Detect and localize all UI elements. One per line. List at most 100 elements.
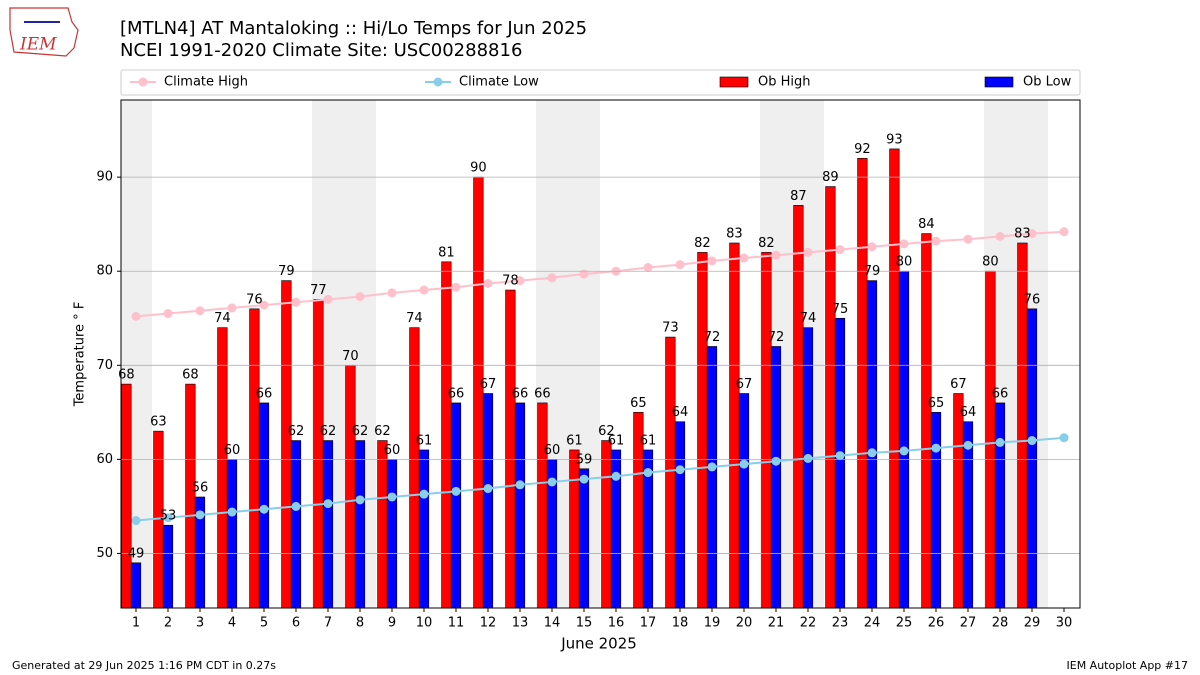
chart-subtitle: NCEI 1991-2020 Climate Site: USC00288816 bbox=[120, 40, 522, 61]
bar bbox=[226, 459, 238, 608]
line-marker bbox=[323, 294, 333, 304]
x-tick-label: 20 bbox=[736, 616, 753, 631]
line-marker bbox=[1027, 229, 1037, 239]
line-marker bbox=[899, 446, 909, 456]
line-marker bbox=[867, 448, 877, 458]
bar bbox=[322, 440, 334, 608]
x-tick-label: 15 bbox=[576, 616, 593, 631]
line-marker bbox=[1059, 433, 1069, 443]
bar bbox=[601, 440, 612, 608]
x-tick-label: 28 bbox=[992, 616, 1009, 631]
legend-label: Ob Low bbox=[1023, 75, 1072, 90]
data-label: 87 bbox=[790, 189, 807, 204]
data-label: 90 bbox=[470, 161, 487, 176]
bar bbox=[953, 393, 964, 608]
bar bbox=[121, 383, 132, 608]
bar bbox=[802, 327, 814, 608]
data-label: 60 bbox=[544, 443, 561, 458]
data-label: 83 bbox=[1014, 226, 1031, 241]
line-marker bbox=[675, 260, 685, 270]
line-marker bbox=[771, 250, 781, 260]
data-label: 61 bbox=[608, 433, 625, 448]
data-label: 62 bbox=[598, 424, 615, 439]
x-tick-label: 4 bbox=[228, 616, 236, 631]
line-marker bbox=[195, 510, 205, 520]
data-label: 70 bbox=[342, 349, 359, 364]
bar bbox=[537, 402, 548, 608]
line bbox=[135, 436, 1065, 522]
data-label: 92 bbox=[854, 142, 871, 157]
line bbox=[135, 230, 1065, 318]
y-tick-label: 70 bbox=[96, 358, 113, 373]
data-label: 65 bbox=[928, 396, 945, 411]
x-tick-label: 26 bbox=[928, 616, 945, 631]
y-tick-label: 80 bbox=[96, 264, 113, 279]
bar bbox=[770, 346, 782, 608]
bar bbox=[217, 327, 228, 608]
line-marker bbox=[963, 234, 973, 244]
line-marker bbox=[291, 297, 301, 307]
data-label: 63 bbox=[150, 415, 167, 430]
plot-frame bbox=[120, 99, 1081, 609]
data-label: 60 bbox=[224, 443, 241, 458]
data-label: 89 bbox=[822, 170, 839, 185]
data-label: 67 bbox=[736, 377, 753, 392]
data-label: 72 bbox=[768, 330, 785, 345]
data-label: 56 bbox=[192, 480, 209, 495]
line-marker bbox=[419, 285, 429, 295]
line-marker bbox=[867, 242, 877, 252]
bar bbox=[866, 280, 878, 608]
data-label: 84 bbox=[918, 217, 935, 232]
legend-label: Ob High bbox=[758, 75, 811, 90]
data-label: 61 bbox=[566, 433, 583, 448]
data-label: 66 bbox=[256, 386, 273, 401]
data-label: 62 bbox=[352, 424, 369, 439]
line-marker bbox=[803, 453, 813, 463]
legend-swatch bbox=[984, 76, 1014, 88]
line-marker bbox=[547, 477, 557, 487]
data-label: 66 bbox=[512, 386, 529, 401]
line-marker bbox=[579, 269, 589, 279]
line-marker bbox=[259, 300, 269, 310]
line-marker bbox=[675, 465, 685, 475]
bar bbox=[514, 402, 526, 608]
bar bbox=[889, 148, 900, 608]
bar bbox=[706, 346, 718, 608]
line-marker bbox=[1027, 436, 1037, 446]
data-label: 83 bbox=[726, 226, 743, 241]
line-marker bbox=[387, 288, 397, 298]
data-label: 80 bbox=[982, 255, 999, 270]
bar bbox=[185, 383, 196, 608]
logo: IEM bbox=[9, 7, 79, 57]
legend-box bbox=[120, 69, 1081, 96]
line-marker bbox=[291, 501, 301, 511]
bar bbox=[418, 449, 430, 608]
legend-marker bbox=[433, 77, 443, 87]
line-marker bbox=[899, 239, 909, 249]
data-label: 49 bbox=[128, 546, 145, 561]
x-tick-label: 1 bbox=[132, 616, 140, 631]
bar bbox=[578, 468, 590, 608]
data-label: 66 bbox=[534, 386, 551, 401]
footer-left: Generated at 29 Jun 2025 1:16 PM CDT in … bbox=[12, 659, 276, 672]
y-tick-label: 60 bbox=[96, 452, 113, 467]
data-label: 66 bbox=[992, 386, 1009, 401]
bar bbox=[674, 421, 686, 608]
x-tick-label: 25 bbox=[896, 616, 913, 631]
data-label: 62 bbox=[320, 424, 337, 439]
data-label: 80 bbox=[896, 255, 913, 270]
data-label: 65 bbox=[630, 396, 647, 411]
data-label: 72 bbox=[704, 330, 721, 345]
data-label: 77 bbox=[310, 283, 327, 298]
x-tick-label: 7 bbox=[324, 616, 332, 631]
bar bbox=[697, 252, 708, 608]
bar bbox=[377, 440, 388, 608]
line-marker bbox=[483, 484, 493, 494]
bar bbox=[761, 252, 772, 608]
footer-right: IEM Autoplot App #17 bbox=[1067, 659, 1189, 672]
bar bbox=[930, 412, 942, 608]
x-tick-label: 2 bbox=[164, 616, 172, 631]
bar bbox=[345, 364, 356, 608]
x-tick-label: 3 bbox=[196, 616, 204, 631]
line-marker bbox=[707, 462, 717, 472]
